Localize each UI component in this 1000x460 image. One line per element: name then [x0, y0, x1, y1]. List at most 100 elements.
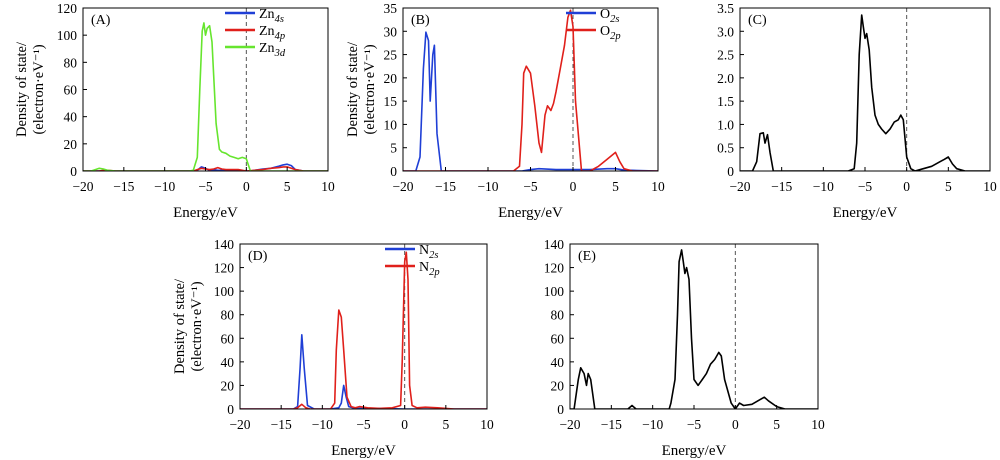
y-tick-label: 20	[64, 137, 78, 152]
x-tick-label: 5	[442, 417, 449, 432]
x-axis-title: Energy/eV	[662, 443, 727, 459]
panel-label: (E)	[578, 249, 596, 264]
x-tick-label: 10	[811, 417, 825, 432]
panel-label: (C)	[748, 13, 767, 28]
y-tick-label: 10	[384, 117, 398, 132]
series-line-n-2s	[240, 333, 487, 409]
y-axis-title-line2: (electron·eV⁻¹)	[189, 281, 205, 371]
legend-entry: Zn4p	[259, 24, 285, 42]
y-tick-label: 100	[57, 28, 78, 43]
y-tick-label: 40	[221, 355, 235, 370]
y-axis-title-line1: Density of state/	[172, 278, 188, 374]
y-tick-label: 1.5	[717, 94, 734, 109]
x-tick-label: −10	[642, 417, 663, 432]
legend-element: Zn	[259, 41, 275, 56]
x-axis-title: Energy/eV	[173, 205, 238, 221]
x-tick-label: −5	[858, 179, 873, 194]
x-tick-label: 0	[243, 179, 250, 194]
legend-element: Zn	[259, 24, 275, 39]
panel-b: −20 −15 −10 −5 0 5 10 0 5 10 15 20 25 30 35 (B) Energy/e…	[345, 1, 665, 221]
x-tick-label: −10	[154, 179, 175, 194]
x-tick-label: 0	[570, 179, 577, 194]
panel-a: −20 −15 −10 −5 0 5 10020406080100120(A)Energy/…	[14, 1, 335, 221]
plot-frame	[239, 243, 488, 410]
panel-d: −20 −15 −10 −5 0 5 10020406080100120140(D)Ener…	[172, 237, 494, 459]
y-tick-label: 30	[384, 24, 398, 39]
series-line-total	[740, 14, 990, 171]
x-tick-label: −20	[229, 417, 250, 432]
y-tick-label: 25	[384, 48, 398, 63]
plot-frame	[569, 243, 819, 410]
y-tick-label: 60	[64, 83, 78, 98]
x-tick-label: −15	[271, 417, 292, 432]
y-tick-label: 20	[221, 378, 235, 393]
y-tick-label: 60	[221, 331, 235, 346]
x-tick-label: −15	[771, 179, 792, 194]
x-tick-label: −15	[435, 179, 456, 194]
legend-orbital: 4p	[275, 31, 286, 42]
panel-c: −20 −15 −10 −5 0 5 10 0 0.5 1.0 1.5 2.0 2.5 3.0 3.5 (C)…	[717, 1, 997, 221]
panel-label: (D)	[248, 249, 268, 264]
legend-entry: O2p	[600, 24, 621, 42]
y-axis-title-line2: (electron·eV⁻¹)	[362, 44, 378, 134]
x-tick-label: 5	[945, 179, 952, 194]
y-tick-label: 120	[544, 261, 565, 276]
y-tick-label: 120	[214, 261, 235, 276]
x-tick-label: 5	[773, 417, 780, 432]
x-tick-label: −5	[356, 417, 371, 432]
y-tick-label: 80	[221, 308, 235, 323]
y-tick-label: 0	[557, 402, 564, 417]
y-tick-label: 100	[214, 284, 235, 299]
y-tick-label: 100	[544, 284, 565, 299]
x-axis-title: Energy/eV	[498, 205, 563, 221]
y-tick-label: 80	[551, 308, 565, 323]
y-tick-label: 20	[551, 378, 565, 393]
legend-entry: O2s	[600, 7, 619, 25]
x-axis-title: Energy/eV	[833, 205, 898, 221]
y-tick-label: 60	[551, 331, 565, 346]
y-tick-label: 2.5	[717, 48, 734, 63]
panel-label: (B)	[411, 13, 430, 28]
y-tick-label: 40	[64, 110, 78, 125]
y-tick-label: 80	[64, 55, 78, 70]
panel-e: −20 −15 −10 −5 0 5 10020406080100120140(E)Ener…	[544, 237, 825, 459]
legend-element: O	[600, 7, 610, 22]
y-tick-label: 3.5	[717, 1, 734, 16]
y-tick-label: 2.0	[717, 71, 734, 86]
legend-entry: N2s	[419, 243, 438, 261]
legend-orbital: 2s	[429, 250, 438, 261]
y-tick-label: 20	[384, 71, 398, 86]
legend-element: N	[419, 243, 429, 258]
x-tick-label: −10	[312, 417, 333, 432]
y-tick-label: 120	[57, 1, 78, 16]
legend-entry: Zn3d	[259, 41, 286, 59]
legend-element: O	[600, 24, 610, 39]
y-tick-label: 0	[727, 164, 734, 179]
y-tick-label: 140	[544, 237, 565, 252]
x-tick-label: −5	[687, 417, 702, 432]
x-tick-label: −20	[392, 179, 413, 194]
legend-entry: Zn4s	[259, 7, 284, 25]
legend-element: Zn	[259, 7, 275, 22]
x-axis-title: Energy/eV	[331, 443, 396, 459]
x-tick-label: −10	[477, 179, 498, 194]
x-tick-label: −5	[198, 179, 213, 194]
y-tick-label: 35	[384, 1, 398, 16]
y-tick-label: 140	[214, 237, 235, 252]
series-line-zn-3d	[83, 22, 328, 171]
legend-orbital: 2p	[610, 31, 621, 42]
y-tick-label: 15	[384, 94, 398, 109]
x-tick-label: −20	[559, 417, 580, 432]
x-tick-label: 5	[612, 179, 619, 194]
panel-label: (A)	[91, 13, 111, 28]
plot-frame	[739, 7, 991, 172]
x-tick-label: 10	[983, 179, 997, 194]
series-line-n-2p	[240, 251, 487, 409]
y-tick-label: 0	[227, 402, 234, 417]
y-tick-label: 0	[390, 164, 397, 179]
y-axis-title-line1: Density of state/	[14, 41, 30, 137]
